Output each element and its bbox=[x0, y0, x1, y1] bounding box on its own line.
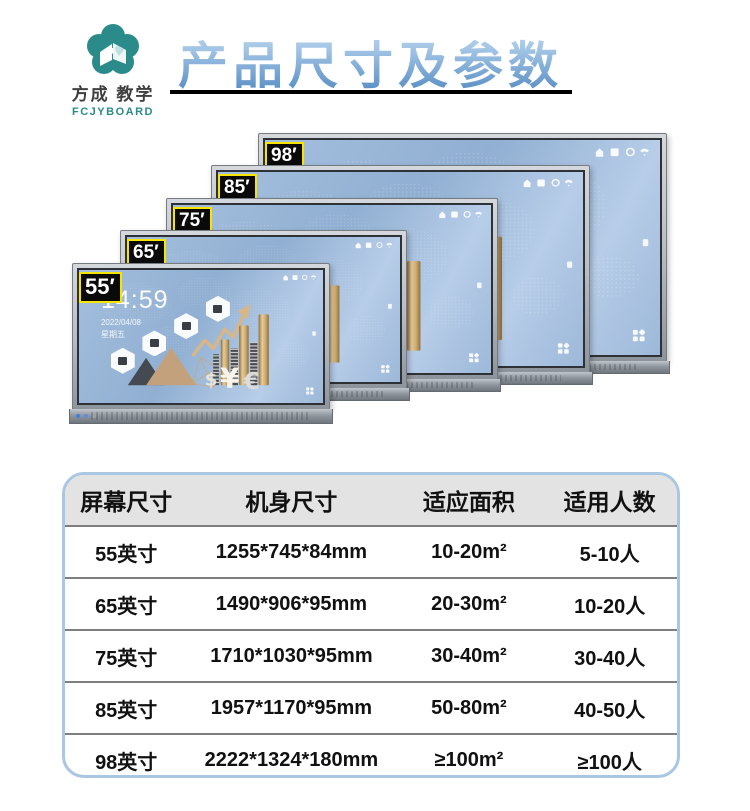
bar-chart-gold bbox=[213, 314, 269, 386]
col-header-people: 适用人数 bbox=[563, 489, 656, 515]
table-row: 98英寸 2222*1324*180mm ≥100m² ≥100人 bbox=[65, 733, 677, 775]
page-title: 产品尺寸及参数 bbox=[178, 26, 598, 98]
growth-arrow bbox=[191, 303, 251, 357]
cell-body-size: 2222*1324*180mm bbox=[204, 748, 379, 771]
wifi-icon bbox=[475, 211, 483, 218]
open-book-icon bbox=[100, 43, 126, 66]
brand-name-en: FCJYBOARD bbox=[72, 106, 154, 118]
brand-name-cn: 方成 教学 bbox=[71, 85, 155, 104]
side-sensor-icon bbox=[567, 261, 573, 268]
side-sensor-icon bbox=[312, 331, 316, 336]
status-bar-icons bbox=[523, 178, 573, 188]
monitor-55-inch: $ ¥ € 14:59 2022/04/08 星期五 bbox=[69, 263, 333, 424]
table-header-row: 屏幕尺寸 机身尺寸 适应面积 适用人数 bbox=[65, 475, 677, 525]
cell-screen-size: 65英寸 bbox=[95, 595, 158, 618]
wifi-icon bbox=[640, 148, 649, 157]
svg-text:$: $ bbox=[205, 370, 218, 391]
col-header-body-size: 机身尺寸 bbox=[245, 489, 338, 515]
side-sensor-icon bbox=[477, 282, 482, 289]
cell-area: ≥100m² bbox=[434, 748, 504, 771]
size-badge-55: 55′ bbox=[79, 272, 122, 303]
wifi-icon bbox=[310, 275, 317, 280]
svg-text:¥: ¥ bbox=[220, 362, 240, 394]
home-icon bbox=[595, 148, 604, 157]
side-sensor-icon bbox=[388, 303, 392, 309]
cell-body-size: 1710*1030*95mm bbox=[210, 644, 373, 667]
table-row: 85英寸 1957*1170*95mm 50-80m² 40-50人 bbox=[65, 681, 677, 733]
record-icon bbox=[301, 274, 308, 281]
cell-body-size: 1957*1170*95mm bbox=[210, 696, 373, 719]
app-hex-icon bbox=[205, 295, 230, 322]
size-badge-65: 65′ bbox=[127, 239, 166, 267]
cell-screen-size: 98英寸 bbox=[95, 751, 158, 774]
status-bar-icons bbox=[439, 210, 483, 219]
brand-logo: 方成 教学 FCJYBOARD bbox=[58, 22, 168, 118]
gallery-icon bbox=[610, 148, 619, 157]
app-hex-icon bbox=[174, 313, 199, 340]
apps-grid-icon bbox=[381, 364, 390, 373]
home-icon bbox=[439, 211, 446, 219]
size-badge-85: 85′ bbox=[218, 174, 257, 202]
status-bar-icons bbox=[595, 147, 649, 157]
gallery-icon bbox=[451, 211, 458, 218]
spec-table: 屏幕尺寸 机身尺寸 适应面积 适用人数 55英寸 1255*745*84mm 1… bbox=[62, 472, 680, 778]
gallery-icon bbox=[537, 179, 545, 187]
flower-logo-icon bbox=[87, 24, 139, 74]
cell-people: ≥100人 bbox=[577, 751, 642, 774]
status-bar-icons bbox=[355, 242, 393, 249]
status-bar-icons bbox=[283, 274, 317, 281]
currency-symbols: $ ¥ € bbox=[205, 362, 260, 395]
col-header-area: 适应面积 bbox=[422, 489, 515, 515]
app-hex-icon bbox=[110, 347, 135, 374]
apps-grid-icon bbox=[469, 352, 480, 363]
home-app-icons bbox=[79, 270, 323, 403]
record-icon bbox=[625, 147, 635, 157]
clock-weekday: 星期五 bbox=[100, 329, 125, 339]
wifi-icon bbox=[564, 179, 573, 187]
title-underline bbox=[170, 90, 572, 94]
apps-grid-icon bbox=[557, 342, 570, 354]
cell-area: 50-80m² bbox=[431, 696, 507, 719]
cell-people: 40-50人 bbox=[574, 699, 646, 722]
apps-grid-icon bbox=[306, 387, 314, 395]
cell-area: 10-20m² bbox=[431, 540, 507, 563]
gallery-icon bbox=[365, 242, 372, 248]
cell-area: 20-30m² bbox=[431, 592, 507, 615]
cell-body-size: 1255*745*84mm bbox=[215, 540, 368, 563]
cell-people: 5-10人 bbox=[579, 543, 640, 566]
side-sensor-icon bbox=[642, 239, 649, 247]
cell-screen-size: 55英寸 bbox=[95, 543, 158, 566]
gallery-icon bbox=[292, 275, 298, 280]
size-badge-98: 98′ bbox=[265, 142, 304, 170]
cell-screen-size: 75英寸 bbox=[95, 647, 158, 670]
svg-text:€: € bbox=[243, 368, 260, 395]
table-row: 55英寸 1255*745*84mm 10-20m² 5-10人 bbox=[65, 525, 677, 577]
triangle-mountains bbox=[127, 347, 218, 388]
table-row: 65英寸 1490*906*95mm 20-30m² 10-20人 bbox=[65, 577, 677, 629]
cell-screen-size: 85英寸 bbox=[95, 699, 158, 722]
home-icon bbox=[523, 179, 531, 188]
monitor-55-stand bbox=[69, 409, 333, 424]
apps-grid-icon bbox=[632, 329, 646, 342]
cell-area: 30-40m² bbox=[431, 644, 507, 667]
col-header-screen-size: 屏幕尺寸 bbox=[80, 489, 173, 515]
wifi-icon bbox=[386, 242, 393, 248]
record-icon bbox=[551, 178, 560, 187]
cell-people: 10-20人 bbox=[574, 595, 646, 618]
table-row: 75英寸 1710*1030*95mm 30-40m² 30-40人 bbox=[65, 629, 677, 681]
cell-body-size: 1490*906*95mm bbox=[215, 592, 368, 615]
clock-date: 2022/04/08 bbox=[100, 317, 141, 327]
home-icon bbox=[355, 242, 361, 249]
record-icon bbox=[376, 242, 383, 248]
cell-people: 30-40人 bbox=[574, 647, 646, 670]
app-hex-icon bbox=[142, 330, 167, 357]
home-icon bbox=[283, 275, 288, 281]
record-icon bbox=[463, 210, 471, 218]
